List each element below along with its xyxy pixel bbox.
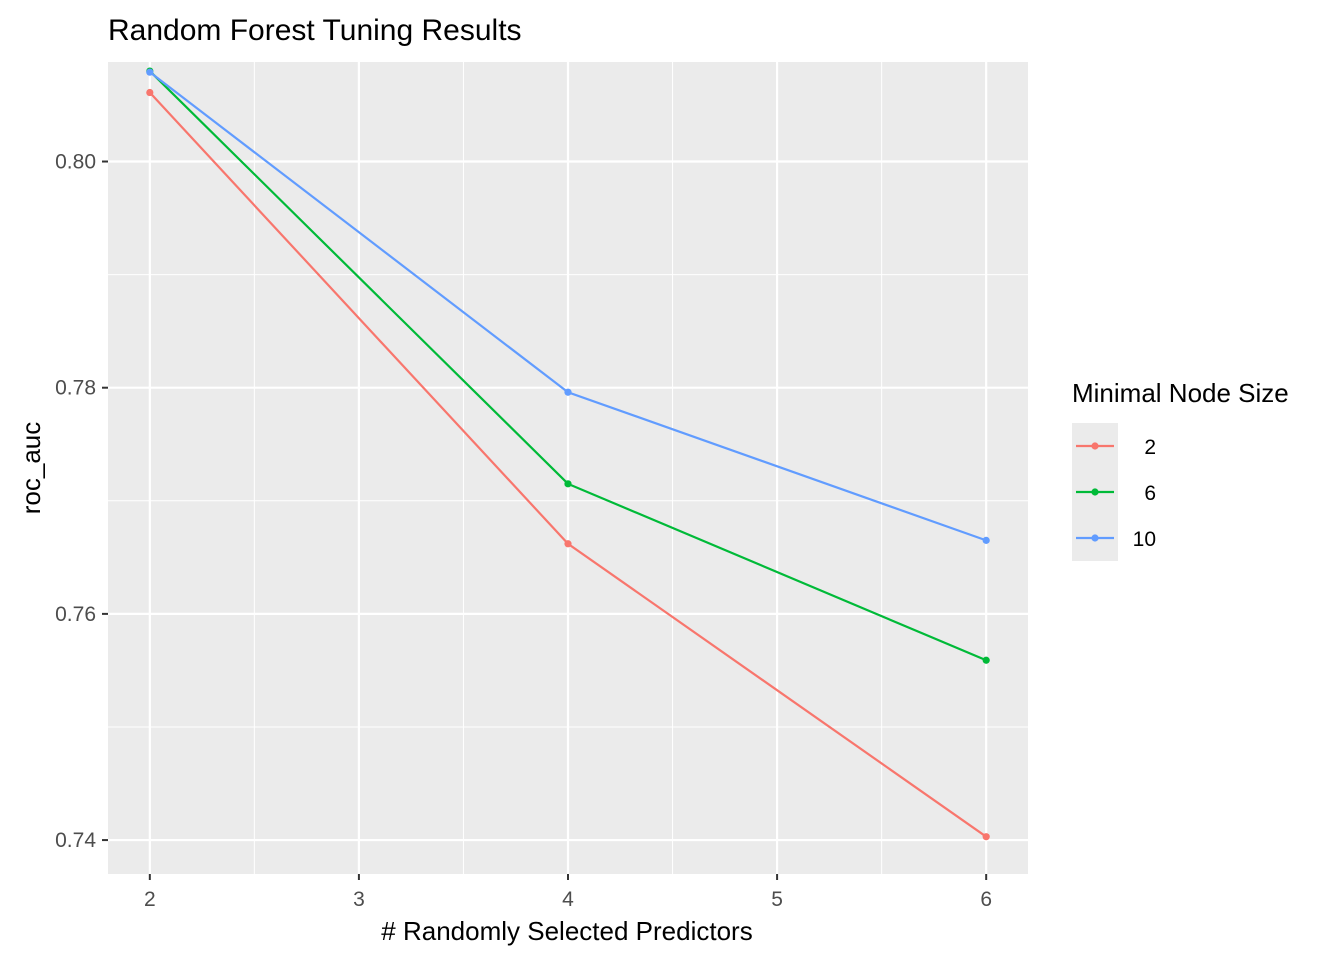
series-layer [146, 67, 990, 841]
x-tick-label: 4 [562, 888, 574, 911]
y-tick-label: 0.74 [55, 829, 96, 852]
data-point-2 [146, 88, 154, 97]
legend-item-10: 10 [1072, 515, 1156, 561]
y-tick-label: 0.78 [55, 377, 96, 400]
x-axis-label: # Randomly Selected Predictors [381, 916, 752, 946]
legend-item-6: 6 [1072, 469, 1156, 515]
legend-label: 10 [1133, 528, 1156, 551]
x-tick-label: 5 [771, 888, 783, 911]
legend-key-point [1091, 442, 1099, 450]
data-point-6 [564, 480, 572, 488]
data-point-10 [564, 388, 572, 396]
data-point-10 [982, 536, 990, 544]
x-tick-label: 2 [144, 888, 156, 911]
legend-keys: 2 6 10 [1072, 423, 1156, 561]
x-tick-label: 3 [353, 888, 365, 911]
legend-label: 6 [1144, 482, 1156, 505]
legend-key-point [1091, 534, 1099, 542]
legend-title: Minimal Node Size [1072, 378, 1289, 408]
data-point-2 [564, 540, 572, 548]
legend-label: 2 [1144, 436, 1156, 459]
y-axis: 0.74 0.76 0.78 0.80 [55, 151, 108, 852]
x-axis: 2 3 4 5 6 [144, 874, 992, 911]
data-point-10 [146, 68, 154, 76]
x-tick-label: 6 [980, 888, 992, 911]
y-axis-label: roc_auc [16, 422, 46, 515]
y-tick-label: 0.80 [55, 151, 96, 174]
data-point-6 [982, 656, 990, 664]
y-tick-label: 0.76 [55, 603, 96, 626]
grid-major [108, 62, 1028, 874]
legend-item-2: 2 [1072, 423, 1156, 469]
chart-title: Random Forest Tuning Results [108, 14, 522, 47]
legend-key-point [1091, 488, 1099, 496]
data-point-2 [982, 833, 990, 841]
legend: Minimal Node Size 2 6 10 [1072, 378, 1289, 561]
